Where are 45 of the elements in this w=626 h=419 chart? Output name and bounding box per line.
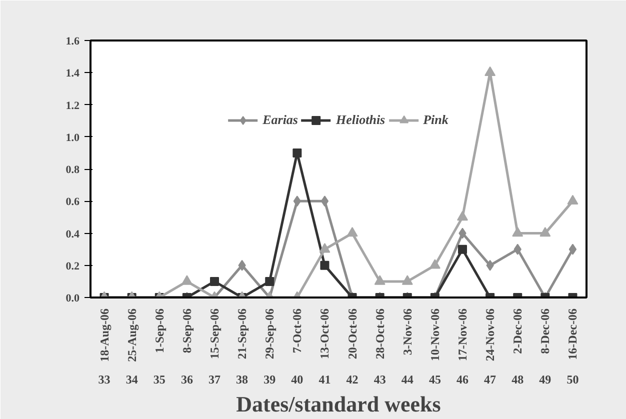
x-axis-title: Dates/standard weeks <box>236 392 442 416</box>
category-label: 20-Oct-06 42 <box>345 308 360 386</box>
point <box>181 275 192 285</box>
y-tick-label: 1.4 <box>66 68 80 80</box>
point <box>346 226 358 237</box>
category-label: 8-Sep-06 36 <box>180 308 194 386</box>
category-label: 13-Oct-06 41 <box>318 308 332 386</box>
point <box>568 244 577 255</box>
category-label: 17-Nov-06 46 <box>456 308 470 386</box>
category-label: 1-Sep-06 35 <box>152 308 166 386</box>
legend-label: Earias <box>262 112 298 128</box>
category-label: 2-Dec-06 48 <box>510 308 525 386</box>
y-tick-label: 0.4 <box>66 228 80 240</box>
point <box>458 244 467 254</box>
category-label: 28-Oct-06 43 <box>372 308 387 386</box>
category-label: 15-Sep-06 37 <box>208 308 222 386</box>
category-label: 21-Sep-06 38 <box>235 308 250 386</box>
category-label: 8-Dec-06 49 <box>538 308 552 386</box>
point <box>402 275 413 285</box>
category-label: 18-Aug-06 33 <box>97 308 112 386</box>
point <box>320 196 329 207</box>
point <box>457 210 468 221</box>
y-tick-label: 1.0 <box>66 132 80 144</box>
point <box>319 243 330 253</box>
point <box>292 148 302 158</box>
category-label: 7-Oct-06 40 <box>290 308 304 386</box>
point <box>567 194 578 205</box>
category-label: 29-Sep-06 39 <box>262 308 277 386</box>
legend-label: Heliothis <box>336 112 386 128</box>
category-label: 3-Nov-06 44 <box>400 308 414 386</box>
y-tick-label: 1.6 <box>66 36 80 48</box>
category-label: 24-Nov-06 47 <box>483 308 498 386</box>
point <box>540 226 551 237</box>
category-label: 16-Dec-06 50 <box>566 308 580 386</box>
y-tick-label: 0.2 <box>66 260 80 272</box>
point <box>374 275 386 285</box>
y-tick-label: 1.2 <box>66 100 80 112</box>
point <box>429 259 440 269</box>
y-tick-label: 0.0 <box>66 292 80 304</box>
point <box>512 226 524 237</box>
category-label: 25-Aug-06 34 <box>124 308 139 386</box>
y-tick-label: 0.8 <box>66 164 80 176</box>
y-tick-label: 0.6 <box>66 196 80 208</box>
category-label: 10-Nov-06 45 <box>428 308 442 386</box>
legend-label: Pink <box>423 112 448 128</box>
